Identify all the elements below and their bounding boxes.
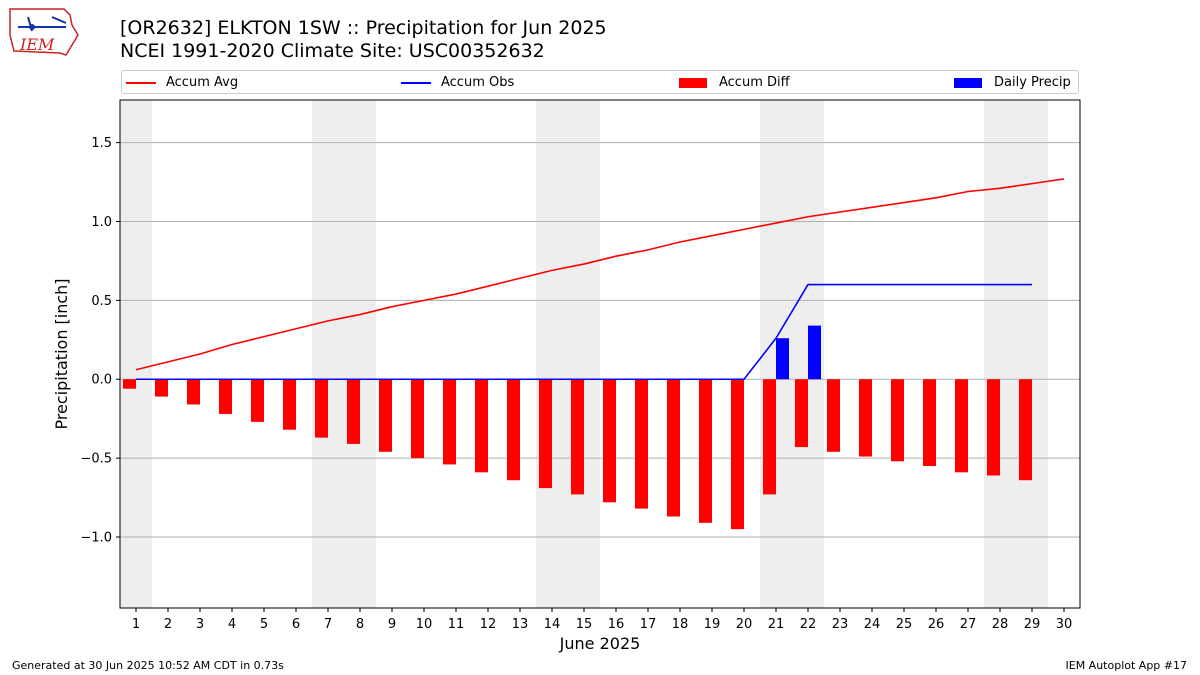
accum-diff-bar [315, 379, 328, 438]
weekend-shading [344, 100, 376, 608]
y-tick-label: 1.5 [91, 136, 112, 151]
x-tick-label: 20 [736, 617, 753, 632]
x-tick-label: 28 [992, 617, 1009, 632]
x-tick-label: 24 [864, 617, 881, 632]
weekend-shading [312, 100, 344, 608]
y-axis-label: Precipitation [inch] [52, 278, 71, 429]
accum-diff-bar [539, 379, 552, 489]
x-tick-label: 5 [260, 617, 268, 632]
accum-diff-bar [219, 379, 232, 414]
x-tick-label: 2 [164, 617, 172, 632]
plot-frame [119, 99, 1081, 609]
y-tick-label: −0.5 [80, 452, 112, 467]
iem-logo: IEM [9, 8, 79, 56]
accum-diff-bar [667, 379, 680, 517]
x-tick-label: 1 [132, 617, 140, 632]
y-tick-label: −1.0 [80, 531, 112, 546]
legend-swatch [679, 78, 707, 88]
x-tick-label: 6 [292, 617, 300, 632]
y-tick-label: 0.0 [91, 373, 112, 388]
accum-diff-bar [763, 379, 776, 495]
x-tick-label: 7 [324, 617, 332, 632]
x-tick-label: 8 [356, 617, 364, 632]
x-axis-label: June 2025 [559, 634, 641, 653]
accum-diff-bar [475, 379, 488, 473]
x-tick-label: 9 [388, 617, 396, 632]
x-tick-label: 13 [512, 617, 529, 632]
x-tick-label: 26 [928, 617, 945, 632]
accum-diff-bar [347, 379, 360, 444]
daily-precip-bar [776, 338, 789, 380]
chart-legend: Accum Avg Accum Obs Accum Diff Daily Pre… [121, 70, 1079, 94]
chart-subtitle: NCEI 1991-2020 Climate Site: USC00352632 [120, 40, 545, 62]
x-tick-label: 19 [704, 617, 721, 632]
generated-footer: Generated at 30 Jun 2025 10:52 AM CDT in… [12, 659, 284, 672]
accum-diff-bar [827, 379, 840, 452]
accum-diff-bar [571, 379, 584, 495]
accum-diff-bar [987, 379, 1000, 476]
accum-diff-bar [955, 379, 968, 473]
x-tick-label: 25 [896, 617, 913, 632]
x-tick-label: 12 [480, 617, 497, 632]
y-tick-label: 0.5 [91, 294, 112, 309]
weekend-shading [568, 100, 600, 608]
accum-diff-bar [891, 379, 904, 462]
app-footer: IEM Autoplot App #17 [1065, 659, 1188, 672]
accum-diff-bar [155, 379, 168, 397]
x-tick-label: 14 [544, 617, 561, 632]
daily-precip-bar [808, 325, 821, 380]
x-tick-label: 4 [228, 617, 236, 632]
accum-diff-bar [923, 379, 936, 467]
legend-label: Accum Obs [441, 75, 515, 90]
x-tick-label: 27 [960, 617, 977, 632]
x-tick-label: 22 [800, 617, 817, 632]
accum-diff-bar [283, 379, 296, 430]
weekend-shading [536, 100, 568, 608]
x-tick-label: 21 [768, 617, 785, 632]
accum-diff-bar [1019, 379, 1032, 481]
accum-diff-bar [635, 379, 648, 509]
legend-swatch [401, 82, 431, 84]
accum-diff-bar [123, 379, 136, 389]
x-tick-label: 3 [196, 617, 204, 632]
legend-swatch [954, 78, 982, 88]
weekend-shading [984, 100, 1016, 608]
accum-diff-bar [795, 379, 808, 448]
weekend-shading [1016, 100, 1048, 608]
accum-diff-bar [731, 379, 744, 530]
accum-diff-bar [699, 379, 712, 523]
legend-swatch [126, 82, 156, 84]
chart-title: [OR2632] ELKTON 1SW :: Precipitation for… [120, 17, 607, 39]
accum-diff-bar [379, 379, 392, 452]
x-tick-label: 17 [640, 617, 657, 632]
x-tick-label: 15 [576, 617, 593, 632]
accum-diff-bar [603, 379, 616, 503]
accum-diff-bar [443, 379, 456, 465]
x-tick-label: 10 [416, 617, 433, 632]
x-tick-label: 30 [1056, 617, 1073, 632]
legend-label: Accum Diff [719, 75, 790, 90]
accum-avg-line [135, 178, 1065, 371]
weekend-shading [120, 100, 152, 608]
y-tick-label: 1.0 [91, 215, 112, 230]
x-tick-label: 23 [832, 617, 849, 632]
x-tick-label: 29 [1024, 617, 1041, 632]
legend-label: Daily Precip [994, 75, 1071, 90]
accum-diff-bar [251, 379, 264, 422]
accum-diff-bar [507, 379, 520, 481]
x-tick-label: 16 [608, 617, 625, 632]
x-tick-label: 11 [448, 617, 465, 632]
accum-diff-bar [187, 379, 200, 405]
accum-obs-line [136, 283, 1032, 381]
svg-text:IEM: IEM [19, 35, 55, 54]
legend-label: Accum Avg [166, 75, 239, 90]
x-tick-label: 18 [672, 617, 689, 632]
accum-diff-bar [859, 379, 872, 457]
accum-diff-bar [411, 379, 424, 459]
